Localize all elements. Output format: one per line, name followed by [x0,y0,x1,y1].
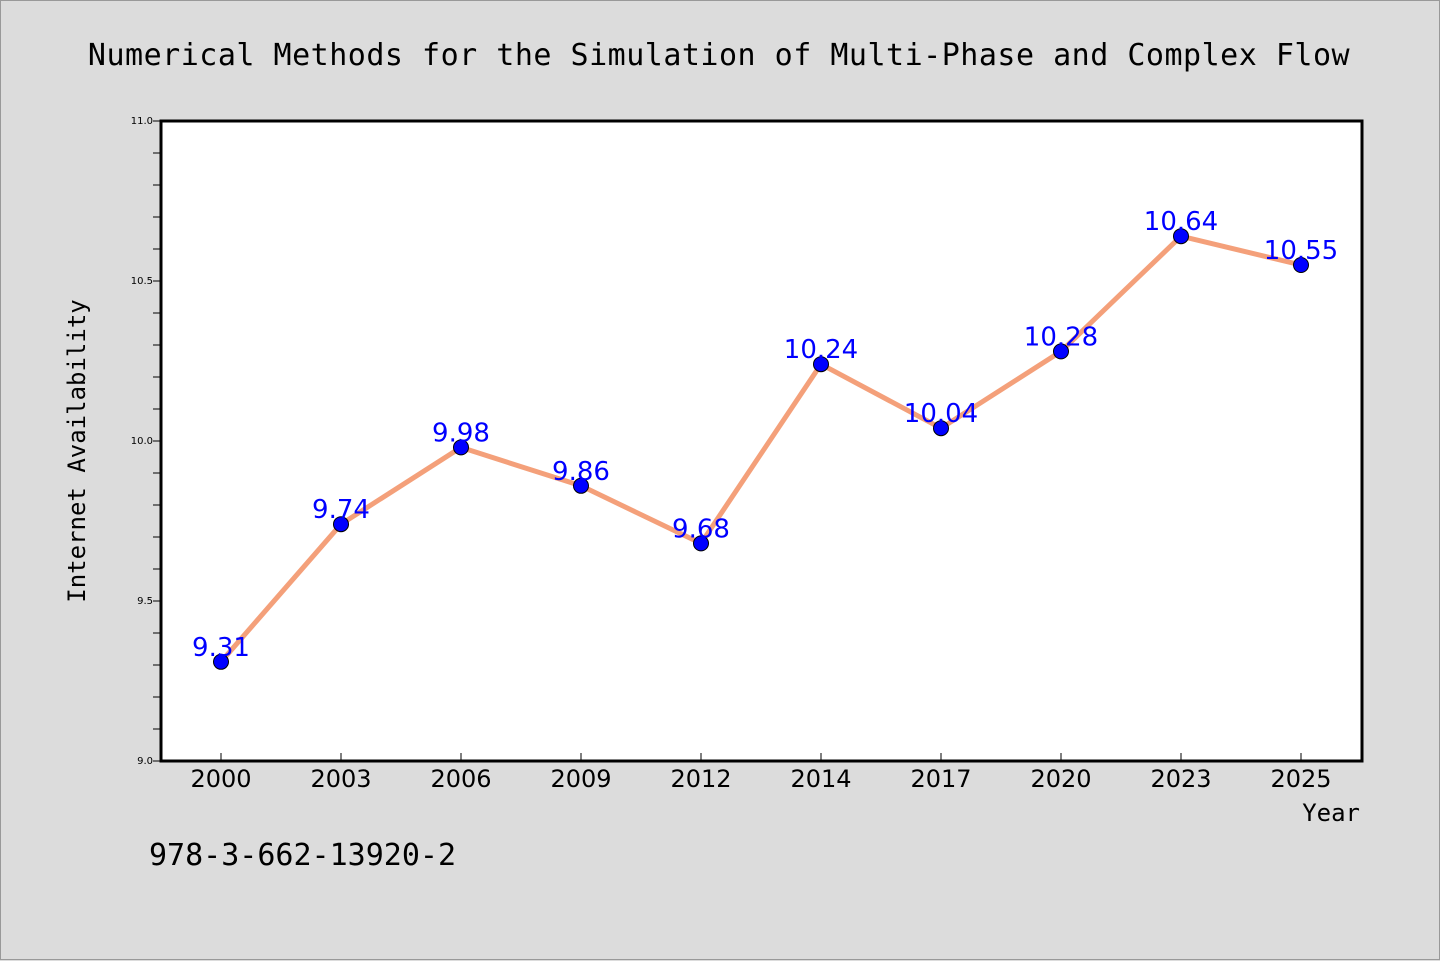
data-point [693,535,709,552]
x-axis: 2000 2003 2006 2009 2012 2014 2017 2020 2023 2025 [190,753,1332,793]
plot-area [159,119,1364,763]
y-tick-label: 10.5 [131,276,153,287]
data-label: 9.98 [432,418,490,448]
x-axis-title: Year [1302,799,1360,827]
data-label: 9.68 [672,514,730,544]
y-tick-label: 10.0 [131,436,153,447]
x-tick-label: 2000 [190,765,251,793]
y-tick-label: 9.0 [137,756,153,767]
data-label: 10.04 [904,399,978,429]
data-labels: 9.31 9.74 9.98 9.86 9.68 10.24 10.04 10.28 10.64… [192,207,1338,663]
data-point [453,439,469,456]
data-label: 10.55 [1264,236,1338,266]
data-label: 9.86 [552,457,610,487]
data-point [573,477,589,494]
x-tick-label: 2020 [1030,765,1091,793]
data-label: 10.28 [1024,322,1098,352]
data-label: 10.24 [784,335,858,365]
data-point [333,516,349,533]
data-label: 9.31 [192,633,250,663]
data-label: 10.64 [1144,207,1218,237]
y-axis: 9.0 9.5 10.0 10.5 11.0 [131,116,161,767]
data-point [933,420,949,437]
x-tick-label: 2017 [910,765,971,793]
x-tick-label: 2014 [790,765,851,793]
x-tick-label: 2025 [1270,765,1331,793]
y-axis-title: Internet Availability [63,299,91,602]
data-point [1293,257,1309,273]
series-markers [213,228,1309,670]
data-label: 9.74 [312,495,370,525]
x-tick-label: 2003 [310,765,371,793]
series-line [219,233,1302,664]
x-tick-label: 2006 [430,765,491,793]
chart-title: Numerical Methods for the Simulation of … [88,38,1351,73]
y-tick-label: 11.0 [131,116,153,127]
isbn-footnote: 978-3-662-13920-2 [149,838,456,873]
data-point [813,356,829,373]
data-point [1173,228,1189,245]
x-tick-label: 2012 [670,765,731,793]
data-point [213,653,229,670]
x-tick-label: 2023 [1150,765,1211,793]
y-tick-label: 9.5 [137,596,153,607]
x-tick-label: 2009 [550,765,611,793]
data-point [1053,343,1069,360]
